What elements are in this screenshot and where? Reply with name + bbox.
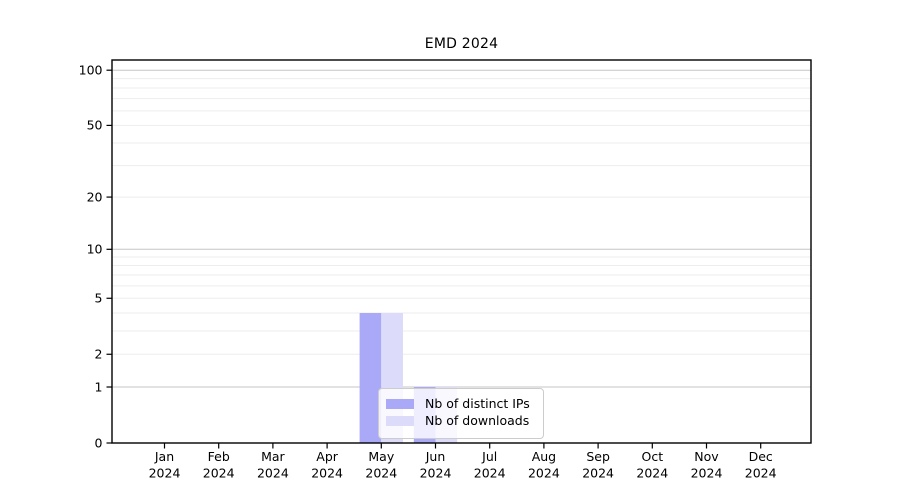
downloads-swatch <box>386 415 414 426</box>
bar-distinct_ips-may <box>359 312 382 443</box>
legend-label-downloads: Nb of downloads <box>425 413 530 428</box>
y-tick-label: 50 <box>87 118 103 133</box>
legend: Nb of distinct IPs Nb of downloads <box>378 388 544 439</box>
distinct-ips-swatch <box>386 398 414 409</box>
legend-item-downloads: Nb of downloads <box>386 412 543 429</box>
x-tick-label: Apr 2024 <box>311 449 343 481</box>
y-tick-label: 1 <box>95 379 103 394</box>
x-tick-label: Nov 2024 <box>691 449 723 481</box>
x-tick-label: Feb 2024 <box>203 449 235 481</box>
legend-label-distinct-ips: Nb of distinct IPs <box>425 396 530 411</box>
y-tick-label: 20 <box>87 189 103 204</box>
chart-title: EMD 2024 <box>424 36 499 52</box>
x-tick-label: Mar 2024 <box>257 449 289 481</box>
x-tick-label: May 2024 <box>365 449 397 481</box>
x-tick-label: Dec 2024 <box>745 449 777 481</box>
plot-frame <box>111 59 812 444</box>
y-tick-label: 5 <box>95 291 103 306</box>
x-tick-label: Oct 2024 <box>636 449 668 481</box>
x-tick-label: Sep 2024 <box>582 449 614 481</box>
y-tick-label: 10 <box>87 242 103 257</box>
x-tick-label: Jan 2024 <box>149 449 181 481</box>
y-tick-label: 0 <box>95 435 103 450</box>
x-tick-label: Aug 2024 <box>528 449 560 481</box>
legend-item-distinct-ips: Nb of distinct IPs <box>386 395 543 412</box>
x-tick-label: Jul 2024 <box>474 449 506 481</box>
x-tick-label: Jun 2024 <box>420 449 452 481</box>
y-tick-label: 100 <box>79 63 103 78</box>
y-tick-label: 2 <box>95 347 103 362</box>
